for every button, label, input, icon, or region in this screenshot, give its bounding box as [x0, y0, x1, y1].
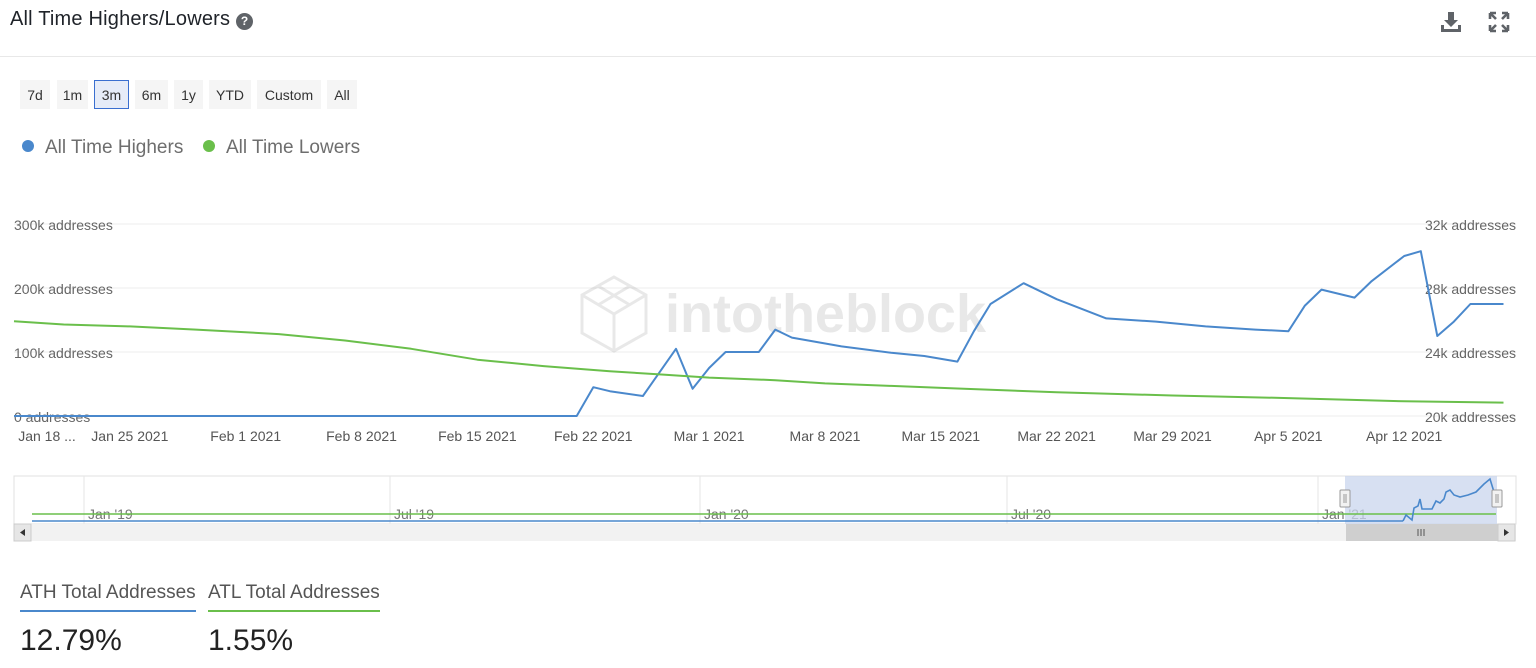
y-left-tick-label: 100k addresses [14, 345, 113, 361]
navigator-handle-right[interactable] [1491, 489, 1503, 508]
x-tick-label: Feb 1 2021 [210, 428, 281, 444]
navigator-scrollbar[interactable] [14, 524, 1516, 541]
range-button-1m[interactable]: 1m [57, 80, 88, 109]
scroll-right-button[interactable] [1497, 523, 1516, 542]
x-tick-label: Feb 8 2021 [326, 428, 397, 444]
y-axis-right: 20k addresses 24k addresses 28k addresses 3… [1425, 217, 1516, 425]
watermark-text: intotheblock [665, 284, 987, 344]
watermark: intotheblock [580, 275, 987, 353]
legend-item-lowers[interactable]: All Time Lowers [203, 137, 360, 159]
x-tick-label: Apr 5 2021 [1254, 428, 1323, 444]
range-button-custom[interactable]: Custom [257, 80, 321, 109]
range-button-6m[interactable]: 6m [135, 80, 168, 109]
y-right-tick-label: 24k addresses [1425, 345, 1516, 361]
scrollbar-grip-icon [1417, 529, 1425, 536]
y-left-tick-label: 300k addresses [14, 217, 113, 233]
scroll-left-icon [20, 529, 25, 536]
x-tick-label: Mar 1 2021 [674, 428, 745, 444]
y-left-tick-label: 200k addresses [14, 281, 113, 297]
legend-label-lowers: All Time Lowers [226, 137, 361, 158]
range-button-ytd[interactable]: YTD [209, 80, 251, 109]
chart-header: All Time Highers/Lowers ? [0, 0, 1536, 57]
legend-item-highers[interactable]: All Time Highers [22, 137, 183, 159]
legend-label-highers: All Time Highers [45, 137, 184, 158]
navigator: Jan '19 Jul '19 Jan '20 Jul '20 Jan '21 [13, 475, 1517, 542]
range-button-3m[interactable]: 3m [94, 80, 129, 109]
x-axis: Jan 18 ... Jan 25 2021 Feb 1 2021 Feb 8 202… [18, 428, 1442, 444]
x-tick-label: Mar 15 2021 [901, 428, 980, 444]
x-tick-label: Mar 29 2021 [1133, 428, 1212, 444]
range-button-7d[interactable]: 7d [20, 80, 50, 109]
x-tick-label: Jan 18 ... [18, 428, 76, 444]
scroll-left-button[interactable] [13, 523, 32, 542]
y-right-tick-label: 20k addresses [1425, 409, 1516, 425]
stat-atl-label[interactable]: ATL Total Addresses [208, 582, 380, 612]
expand-icon[interactable] [1487, 10, 1511, 34]
y-right-tick-label: 32k addresses [1425, 217, 1516, 233]
page-title: All Time Highers/Lowers [10, 8, 231, 30]
x-tick-label: Feb 22 2021 [554, 428, 633, 444]
scrollbar-thumb[interactable] [1346, 524, 1498, 541]
x-tick-label: Feb 15 2021 [438, 428, 517, 444]
y-right-tick-label: 28k addresses [1425, 281, 1516, 297]
stat-atl-value: 1.55% [208, 624, 294, 657]
navigator-handle-left[interactable] [1339, 489, 1351, 508]
x-tick-label: Jan 25 2021 [91, 428, 168, 444]
x-tick-label: Apr 12 2021 [1366, 428, 1442, 444]
download-icon[interactable] [1439, 10, 1463, 34]
watermark-logo-icon [580, 275, 648, 353]
series-line-all-time-lowers[interactable] [13, 320, 1504, 404]
legend-dot-highers [22, 139, 34, 152]
range-button-1y[interactable]: 1y [174, 80, 203, 109]
x-tick-label: Mar 22 2021 [1017, 428, 1096, 444]
stat-ath-value: 12.79% [20, 624, 122, 657]
range-button-all[interactable]: All [327, 80, 357, 109]
chart-grid [14, 223, 1516, 417]
stat-ath-label[interactable]: ATH Total Addresses [20, 582, 196, 612]
scroll-right-icon [1504, 529, 1509, 536]
navigator-highers-spike [1402, 477, 1497, 522]
series-lines [13, 250, 1504, 417]
navigator-frame [13, 475, 1517, 525]
legend-dot-lowers [203, 139, 215, 152]
x-tick-label: Mar 8 2021 [790, 428, 861, 444]
help-icon[interactable]: ? [236, 13, 253, 30]
